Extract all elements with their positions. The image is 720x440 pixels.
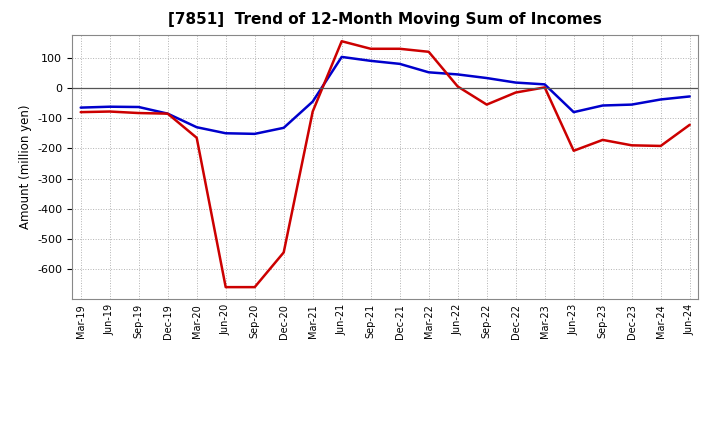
Ordinary Income (454, 72, 462, 77)
Net Income (163, 111, 172, 116)
Net Income (482, 102, 491, 107)
Title: [7851]  Trend of 12-Month Moving Sum of Incomes: [7851] Trend of 12-Month Moving Sum of I… (168, 12, 602, 27)
Line: Net Income: Net Income (81, 41, 690, 287)
Net Income (395, 46, 404, 51)
Ordinary Income (424, 70, 433, 75)
Net Income (105, 109, 114, 114)
Ordinary Income (221, 131, 230, 136)
Ordinary Income (627, 102, 636, 107)
Y-axis label: Amount (million yen): Amount (million yen) (19, 105, 32, 229)
Ordinary Income (192, 125, 201, 130)
Net Income (627, 143, 636, 148)
Net Income (221, 285, 230, 290)
Ordinary Income (657, 97, 665, 102)
Ordinary Income (685, 94, 694, 99)
Net Income (76, 110, 85, 115)
Net Income (366, 46, 375, 51)
Ordinary Income (76, 105, 85, 110)
Net Income (570, 148, 578, 154)
Net Income (251, 285, 259, 290)
Ordinary Income (366, 58, 375, 63)
Net Income (424, 49, 433, 55)
Net Income (192, 135, 201, 140)
Ordinary Income (541, 82, 549, 87)
Ordinary Income (338, 54, 346, 59)
Net Income (279, 250, 288, 255)
Ordinary Income (482, 75, 491, 81)
Net Income (598, 137, 607, 143)
Ordinary Income (598, 103, 607, 108)
Ordinary Income (395, 61, 404, 66)
Net Income (657, 143, 665, 149)
Net Income (308, 109, 317, 114)
Ordinary Income (135, 104, 143, 110)
Line: Ordinary Income: Ordinary Income (81, 57, 690, 134)
Ordinary Income (251, 131, 259, 136)
Net Income (454, 84, 462, 89)
Net Income (338, 39, 346, 44)
Ordinary Income (163, 111, 172, 116)
Ordinary Income (105, 104, 114, 110)
Ordinary Income (279, 125, 288, 131)
Net Income (541, 85, 549, 90)
Ordinary Income (570, 110, 578, 115)
Ordinary Income (308, 99, 317, 104)
Net Income (511, 90, 520, 95)
Net Income (135, 110, 143, 116)
Net Income (685, 122, 694, 128)
Ordinary Income (511, 80, 520, 85)
